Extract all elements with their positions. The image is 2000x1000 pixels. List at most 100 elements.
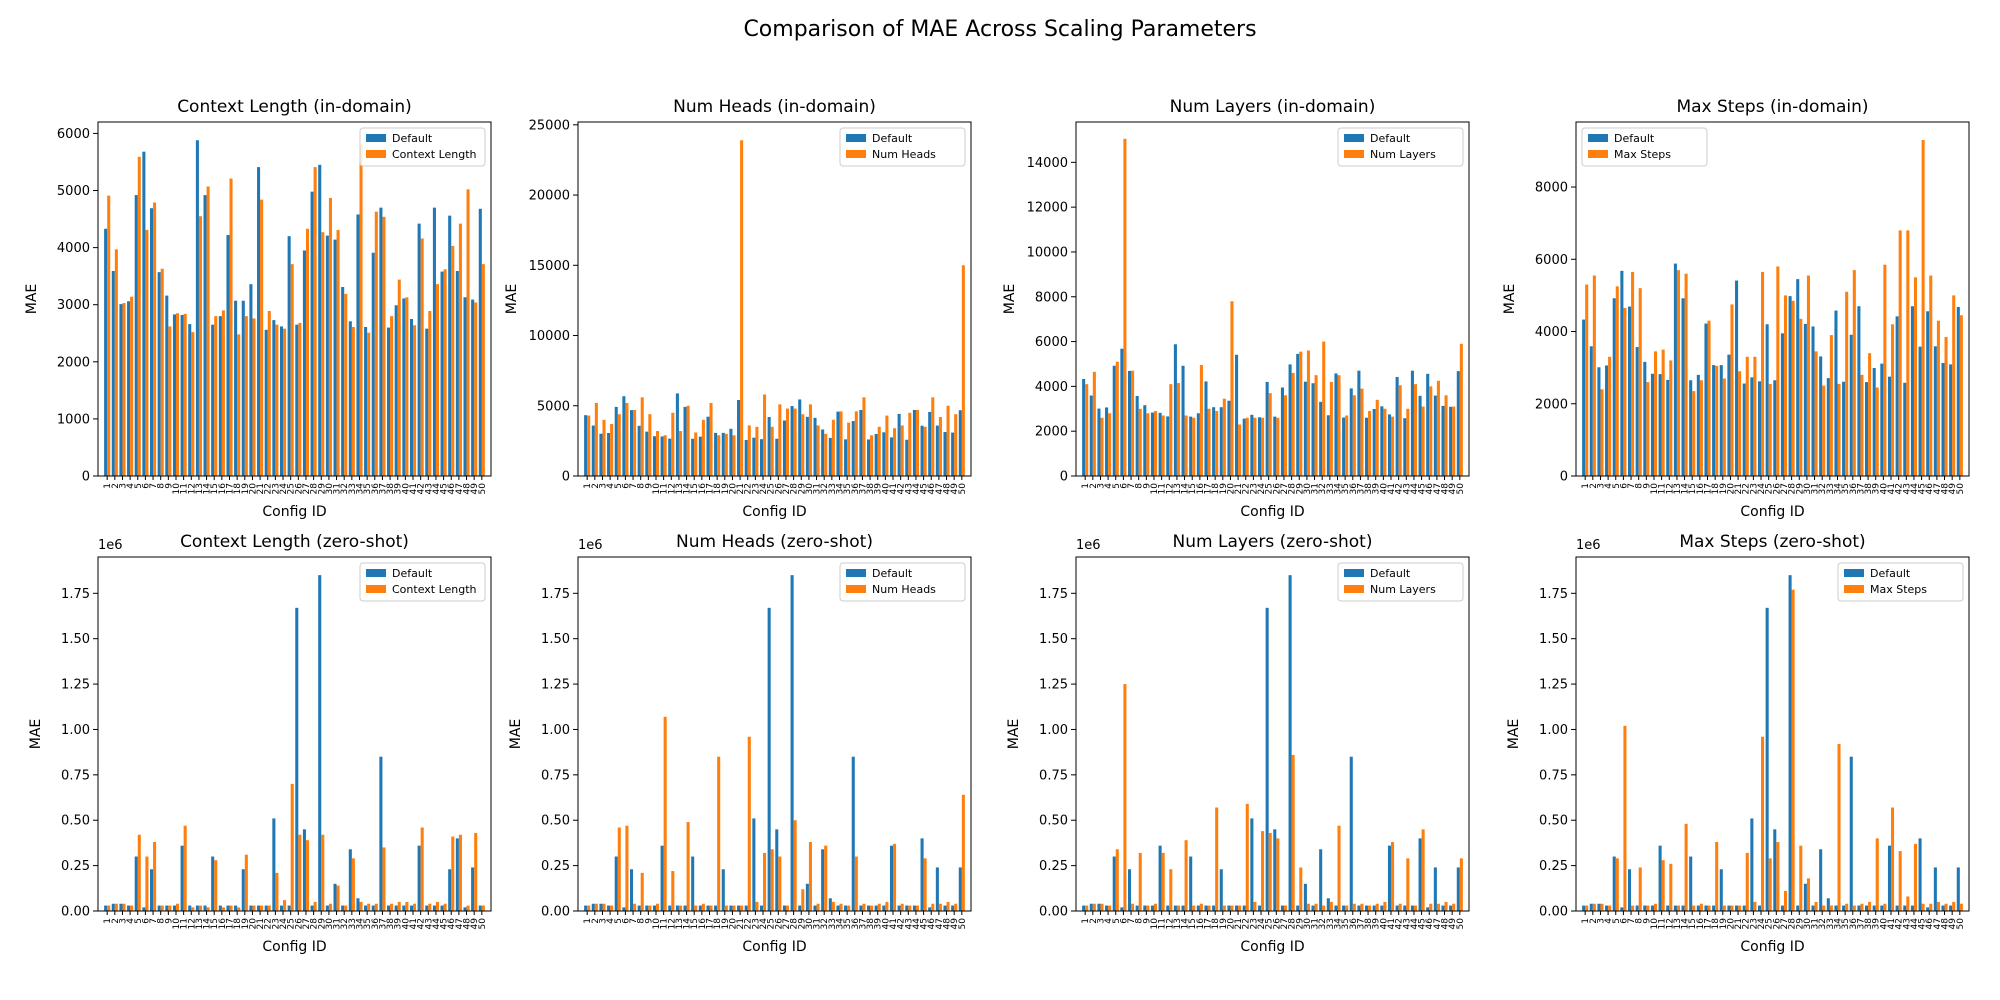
- bar-default: [591, 425, 595, 476]
- bar-default: [218, 316, 222, 476]
- bar-default: [234, 300, 238, 476]
- x-tick-label: 1: [1081, 483, 1091, 489]
- x-tick-label: 40: [881, 483, 891, 495]
- x-tick-label: 15: [1188, 483, 1198, 494]
- x-tick-label: 40: [1379, 483, 1389, 495]
- bar-variant: [374, 211, 378, 476]
- bar-variant: [701, 903, 705, 911]
- x-tick-label: 29: [797, 918, 807, 930]
- bar-default: [1387, 414, 1392, 476]
- bar-variant: [1623, 308, 1627, 476]
- x-tick-label: 37: [858, 918, 868, 929]
- bar-variant: [893, 428, 897, 476]
- bar-variant: [1600, 389, 1604, 476]
- x-tick-label: 6: [621, 918, 631, 924]
- bar-default: [1643, 361, 1647, 476]
- bar-default: [1933, 346, 1937, 476]
- x-tick-label: 22: [1742, 918, 1752, 929]
- bar-default: [951, 905, 955, 911]
- x-tick-label: 5: [614, 918, 624, 924]
- x-tick-label: 7: [1627, 918, 1637, 924]
- bar-default: [1887, 376, 1892, 476]
- bar-default: [341, 905, 345, 911]
- bar-variant: [1146, 905, 1150, 911]
- x-tick-label: 19: [721, 483, 731, 495]
- bar-default: [1242, 418, 1246, 476]
- bar-default: [1372, 905, 1376, 911]
- bar-default: [1605, 365, 1609, 476]
- x-tick-label: 30: [1803, 918, 1813, 930]
- bar-variant: [1707, 320, 1711, 476]
- legend-label: Default: [872, 567, 913, 580]
- bar-variant: [671, 871, 675, 911]
- bar-default: [1903, 382, 1907, 476]
- x-tick-label: 4: [126, 918, 136, 924]
- x-tick-label: 11: [1658, 483, 1668, 494]
- legend: Default Num Heads: [839, 562, 966, 602]
- bar-variant: [594, 402, 598, 476]
- bar-default: [1658, 374, 1662, 476]
- bar-default: [652, 905, 656, 911]
- bar-default: [1941, 905, 1945, 911]
- bar-variant: [183, 825, 187, 911]
- bar-variant: [1799, 318, 1803, 476]
- bar-default: [478, 208, 482, 477]
- bar-variant: [785, 408, 790, 476]
- x-tick-label: 9: [1142, 483, 1152, 489]
- bar-variant: [1123, 138, 1127, 477]
- x-tick-label: 21: [736, 483, 746, 494]
- x-tick-label: 49: [470, 918, 480, 930]
- bar-variant: [1283, 905, 1288, 911]
- bar-default: [1250, 414, 1254, 476]
- x-tick-label: 37: [1856, 483, 1866, 494]
- x-tick-label: 40: [881, 918, 891, 930]
- bar-default: [1582, 905, 1586, 911]
- y-tick-label: 0: [1060, 470, 1068, 485]
- bar-default: [1926, 311, 1930, 476]
- bar-default: [844, 439, 848, 476]
- x-tick-label: 23: [1749, 918, 1759, 929]
- bar-group: [104, 575, 485, 911]
- legend-label: Default: [1614, 132, 1655, 145]
- bar-default: [1196, 905, 1200, 911]
- bar-variant: [1345, 415, 1349, 476]
- bar-variant: [808, 404, 812, 476]
- bar-default: [142, 151, 146, 476]
- x-tick-label: 3: [118, 918, 128, 924]
- bar-default: [1681, 905, 1685, 911]
- x-tick-label: 23: [751, 483, 761, 494]
- y-tick-label: 10000: [529, 329, 570, 344]
- bar-default: [1181, 365, 1185, 476]
- bar-variant: [908, 412, 912, 476]
- bar-variant: [413, 903, 417, 911]
- x-tick-label: 32: [820, 483, 830, 494]
- bar-variant: [1822, 905, 1826, 911]
- bar-default: [1189, 856, 1193, 911]
- bar-variant: [1585, 284, 1589, 476]
- bar-default: [1605, 905, 1609, 911]
- x-tick-label: 44: [1910, 918, 1920, 930]
- bar-default: [432, 207, 436, 476]
- legend-box: [839, 562, 966, 602]
- x-tick-label: 48: [1441, 483, 1451, 495]
- bar-default: [1158, 845, 1162, 911]
- subplot: 0.000.250.500.751.001.251.501.751e612345…: [28, 532, 492, 955]
- x-tick-label: 2: [591, 483, 601, 489]
- bar-default: [874, 905, 878, 911]
- legend-label: Max Steps: [1614, 148, 1671, 161]
- legend-box: [359, 562, 486, 602]
- x-tick-label: 31: [1811, 483, 1821, 494]
- bar-default: [279, 905, 284, 911]
- x-tick-label: 9: [1142, 918, 1152, 924]
- bar-variant: [1883, 264, 1887, 476]
- bar-default: [1082, 378, 1086, 476]
- subplot: 0.000.250.500.751.001.251.501.751e612345…: [1506, 532, 1970, 955]
- x-tick-label: 13: [1173, 918, 1183, 929]
- x-tick-label: 27: [1780, 918, 1790, 929]
- bar-default: [371, 252, 375, 476]
- bar-variant: [1952, 901, 1956, 911]
- x-tick-label: 40: [1879, 918, 1889, 930]
- bar-default: [1956, 306, 1960, 476]
- legend: Default Context Length: [359, 127, 486, 167]
- x-tick-label: 6: [621, 483, 631, 489]
